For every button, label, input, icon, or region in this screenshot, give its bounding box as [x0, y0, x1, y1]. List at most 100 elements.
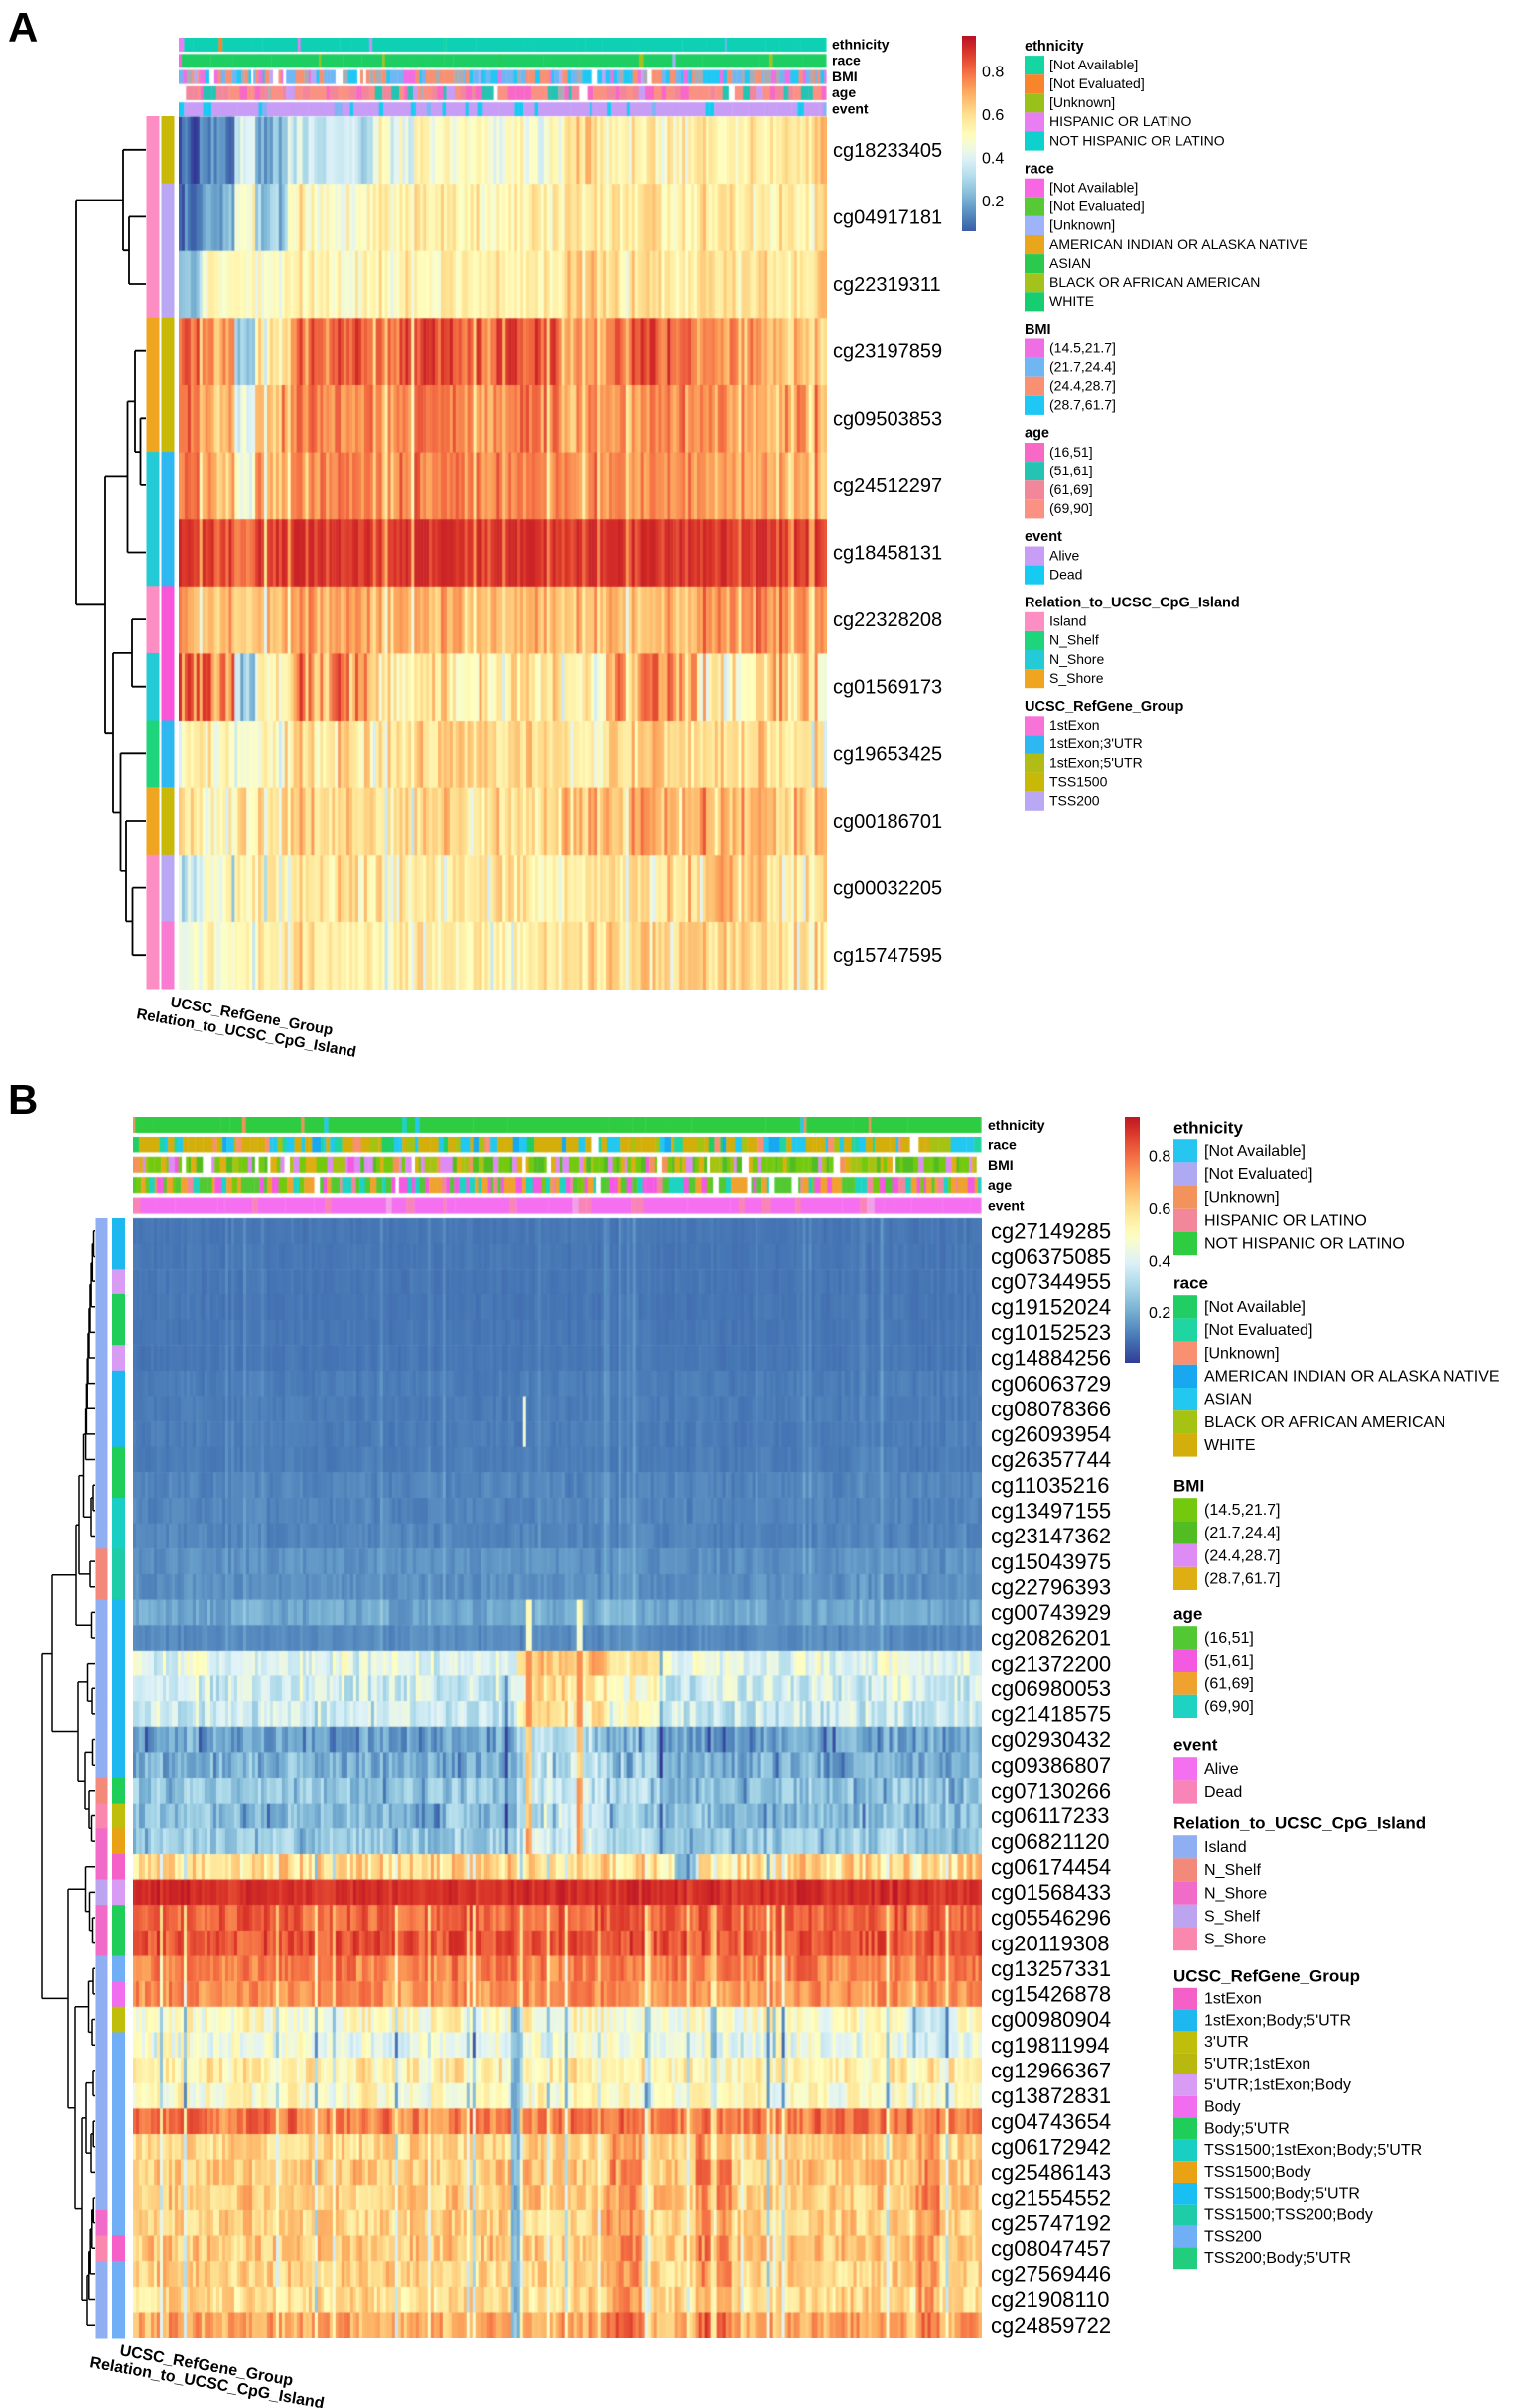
svg-text:cg01569173: cg01569173 — [833, 677, 942, 699]
svg-text:0.4: 0.4 — [1149, 1254, 1170, 1271]
svg-text:cg01568433: cg01568433 — [991, 1880, 1111, 1905]
svg-text:S_Shore: S_Shore — [1204, 1932, 1266, 1948]
svg-text:UCSC_RefGene_Group: UCSC_RefGene_Group — [1173, 1967, 1360, 1986]
svg-text:event: event — [1173, 1736, 1218, 1755]
svg-text:(14.5,21.7]: (14.5,21.7] — [1204, 1502, 1281, 1519]
svg-text:cg10152523: cg10152523 — [991, 1320, 1111, 1345]
svg-text:race: race — [1173, 1274, 1208, 1293]
svg-text:cg20826201: cg20826201 — [991, 1626, 1111, 1651]
svg-text:cg06375085: cg06375085 — [991, 1244, 1111, 1269]
svg-text:[Not Evaluated]: [Not Evaluated] — [1204, 1166, 1312, 1183]
svg-text:N_Shelf: N_Shelf — [1049, 632, 1099, 648]
svg-text:age: age — [988, 1177, 1012, 1193]
svg-text:cg00186701: cg00186701 — [833, 811, 942, 833]
svg-text:ethnicity: ethnicity — [1173, 1119, 1243, 1137]
svg-text:BLACK OR AFRICAN AMERICAN: BLACK OR AFRICAN AMERICAN — [1049, 274, 1260, 290]
svg-text:cg15043975: cg15043975 — [991, 1549, 1111, 1574]
svg-text:(69,90]: (69,90] — [1204, 1699, 1254, 1716]
svg-text:N_Shelf: N_Shelf — [1204, 1862, 1261, 1879]
svg-text:TSS1500;1stExon;Body;5'UTR: TSS1500;1stExon;Body;5'UTR — [1204, 2142, 1422, 2159]
svg-text:cg18458131: cg18458131 — [833, 543, 942, 565]
svg-text:Relation_to_UCSC_CpG_Island: Relation_to_UCSC_CpG_Island — [1025, 596, 1240, 611]
svg-text:age: age — [832, 84, 856, 100]
svg-text:A: A — [8, 4, 38, 51]
svg-text:[Unknown]: [Unknown] — [1204, 1189, 1280, 1206]
svg-text:cg06172942: cg06172942 — [991, 2134, 1111, 2159]
svg-text:TSS1500;TSS200;Body: TSS1500;TSS200;Body — [1204, 2207, 1373, 2224]
svg-text:event: event — [988, 1198, 1025, 1214]
svg-text:Dead: Dead — [1204, 1784, 1242, 1801]
svg-text:cg22796393: cg22796393 — [991, 1574, 1111, 1599]
svg-text:[Not Available]: [Not Available] — [1204, 1299, 1306, 1316]
svg-text:cg21418575: cg21418575 — [991, 1702, 1111, 1727]
svg-text:cg19653425: cg19653425 — [833, 743, 942, 765]
svg-text:[Not Evaluated]: [Not Evaluated] — [1049, 199, 1145, 214]
svg-text:(24.4,28.7]: (24.4,28.7] — [1049, 378, 1116, 394]
svg-text:S_Shelf: S_Shelf — [1204, 1909, 1261, 1926]
svg-text:(28.7,61.7]: (28.7,61.7] — [1204, 1571, 1281, 1588]
svg-text:cg06117233: cg06117233 — [991, 1804, 1110, 1828]
svg-text:1stExon;5'UTR: 1stExon;5'UTR — [1049, 754, 1143, 770]
svg-text:ASIAN: ASIAN — [1049, 255, 1091, 271]
svg-text:(69,90]: (69,90] — [1049, 500, 1093, 516]
svg-text:1stExon: 1stExon — [1204, 1991, 1262, 2008]
svg-text:cg27569446: cg27569446 — [991, 2262, 1111, 2287]
svg-text:ASIAN: ASIAN — [1204, 1392, 1252, 1408]
svg-text:cg15426878: cg15426878 — [991, 1982, 1111, 2007]
svg-text:(24.4,28.7]: (24.4,28.7] — [1204, 1547, 1281, 1564]
svg-text:(51,61]: (51,61] — [1204, 1653, 1254, 1670]
svg-text:NOT HISPANIC OR LATINO: NOT HISPANIC OR LATINO — [1049, 132, 1225, 148]
svg-text:cg24859722: cg24859722 — [991, 2313, 1111, 2338]
svg-text:cg19811994: cg19811994 — [991, 2033, 1110, 2058]
svg-text:cg20119308: cg20119308 — [991, 1931, 1110, 1955]
svg-text:HISPANIC OR LATINO: HISPANIC OR LATINO — [1049, 113, 1192, 129]
svg-text:[Not Evaluated]: [Not Evaluated] — [1204, 1322, 1312, 1339]
svg-text:5'UTR;1stExon;Body: 5'UTR;1stExon;Body — [1204, 2077, 1351, 2094]
svg-text:WHITE: WHITE — [1049, 293, 1094, 309]
svg-text:cg13497155: cg13497155 — [991, 1499, 1111, 1524]
svg-text:ethnicity: ethnicity — [988, 1117, 1045, 1133]
svg-text:[Unknown]: [Unknown] — [1049, 217, 1115, 233]
svg-text:[Not Available]: [Not Available] — [1049, 180, 1138, 196]
svg-text:[Not Available]: [Not Available] — [1049, 57, 1138, 72]
svg-text:1stExon;3'UTR: 1stExon;3'UTR — [1049, 736, 1143, 751]
svg-text:Alive: Alive — [1204, 1761, 1239, 1778]
svg-text:(21.7,24.4]: (21.7,24.4] — [1049, 358, 1116, 374]
svg-text:[Not Available]: [Not Available] — [1204, 1143, 1306, 1160]
svg-text:cg24512297: cg24512297 — [833, 475, 942, 497]
svg-text:(21.7,24.4]: (21.7,24.4] — [1204, 1525, 1281, 1541]
svg-text:AMERICAN INDIAN OR ALASKA NATI: AMERICAN INDIAN OR ALASKA NATIVE — [1049, 236, 1307, 252]
svg-text:UCSC_RefGene_Group: UCSC_RefGene_Group — [1025, 699, 1183, 715]
svg-text:race: race — [1025, 161, 1054, 177]
svg-text:(14.5,21.7]: (14.5,21.7] — [1049, 339, 1116, 355]
svg-text:BMI: BMI — [988, 1157, 1014, 1173]
svg-text:1stExon: 1stExon — [1049, 717, 1100, 733]
svg-text:cg19152024: cg19152024 — [991, 1294, 1111, 1319]
svg-text:cg21372200: cg21372200 — [991, 1651, 1111, 1675]
svg-text:cg09503853: cg09503853 — [833, 408, 942, 430]
svg-text:cg11035216: cg11035216 — [991, 1473, 1110, 1498]
svg-text:cg08047457: cg08047457 — [991, 2236, 1111, 2261]
svg-text:[Unknown]: [Unknown] — [1049, 94, 1115, 110]
svg-text:N_Shore: N_Shore — [1204, 1885, 1267, 1902]
svg-text:Body: Body — [1204, 2099, 1240, 2116]
svg-text:BMI: BMI — [832, 68, 858, 84]
svg-text:cg12966367: cg12966367 — [991, 2059, 1111, 2083]
svg-text:Relation_to_UCSC_CpG_Island: Relation_to_UCSC_CpG_Island — [1173, 1814, 1426, 1833]
svg-text:(16,51]: (16,51] — [1049, 444, 1093, 460]
svg-text:cg25486143: cg25486143 — [991, 2160, 1111, 2185]
svg-text:race: race — [988, 1137, 1017, 1152]
svg-text:race: race — [832, 53, 861, 68]
svg-text:age: age — [1173, 1605, 1202, 1624]
svg-text:TSS1500: TSS1500 — [1049, 773, 1108, 789]
svg-text:5'UTR;1stExon: 5'UTR;1stExon — [1204, 2056, 1310, 2073]
svg-text:N_Shore: N_Shore — [1049, 651, 1104, 667]
svg-text:age: age — [1025, 426, 1049, 442]
svg-text:[Not Evaluated]: [Not Evaluated] — [1049, 75, 1145, 91]
svg-text:(28.7,61.7]: (28.7,61.7] — [1049, 397, 1116, 413]
svg-text:0.4: 0.4 — [982, 151, 1004, 168]
svg-text:cg21908110: cg21908110 — [991, 2287, 1110, 2312]
svg-text:cg14884256: cg14884256 — [991, 1346, 1111, 1371]
svg-text:cg15747595: cg15747595 — [833, 945, 942, 967]
svg-text:cg00743929: cg00743929 — [991, 1600, 1111, 1625]
